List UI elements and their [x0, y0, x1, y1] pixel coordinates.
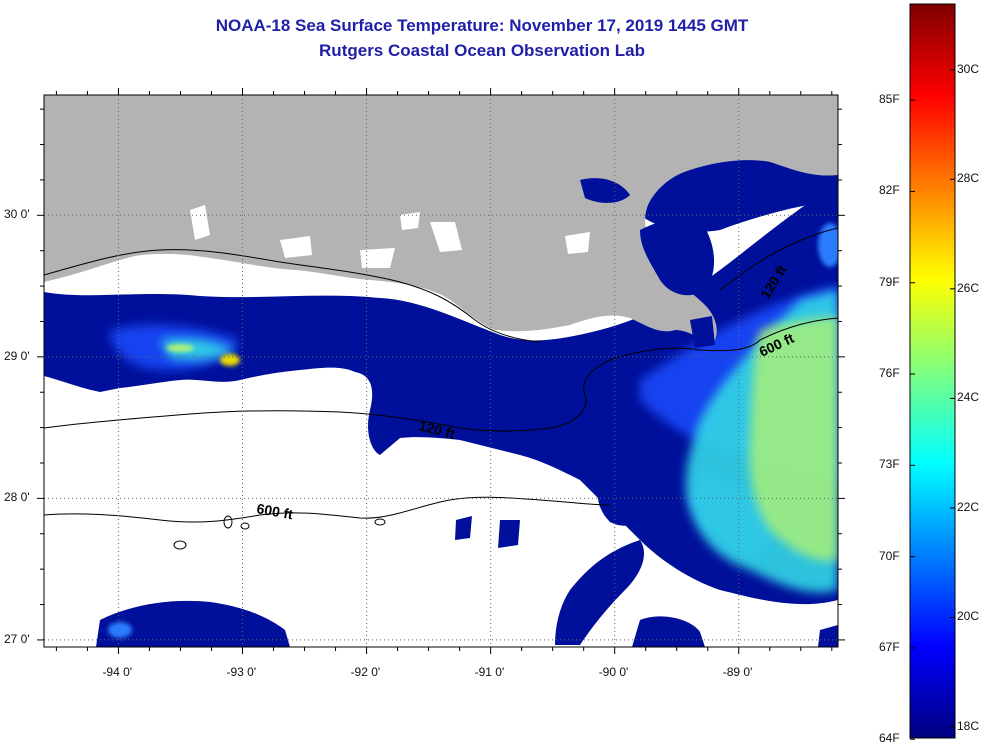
marsh-water — [580, 178, 715, 348]
sst-green-regions — [749, 316, 838, 561]
axis-ticks — [37, 88, 845, 654]
colorbar-celsius-label: 28C — [957, 171, 980, 186]
sst-field — [44, 95, 838, 647]
map-title: NOAA-18 Sea Surface Temperature: Novembe… — [215, 16, 749, 35]
colorbar-fahrenheit-label: 82F — [879, 183, 900, 198]
colorbar-fahrenheit-label: 64F — [879, 731, 900, 746]
inland-cloud-patches — [190, 205, 590, 268]
lon-tick-label: -89 0' — [722, 665, 753, 679]
colorbar-fahrenheit-label: 79F — [879, 274, 900, 289]
lat-tick-label: 29 0' — [4, 348, 30, 363]
lon-tick-label: -90 0' — [598, 665, 629, 679]
colorbar-fahrenheit-label: 70F — [879, 548, 900, 563]
sst-dark-blue-regions — [44, 157, 838, 647]
colorbar-celsius-label: 26C — [957, 280, 980, 295]
lon-tick-label: -92 0' — [350, 665, 381, 679]
plot-frame — [43, 94, 839, 648]
colorbar-celsius-label: 20C — [957, 609, 980, 624]
colorbar-celsius-label: 18C — [957, 719, 980, 734]
colorbar-fahrenheit-label: 67F — [879, 639, 900, 654]
colorbar-ticks — [910, 69, 955, 740]
colorbar-fahrenheit-label: 76F — [879, 366, 900, 381]
land-mass — [44, 95, 838, 345]
lat-tick-label: 27 0' — [4, 631, 30, 646]
colorbar — [909, 3, 956, 739]
lon-tick-label: -94 0' — [102, 665, 133, 679]
lon-tick-label: -91 0' — [474, 665, 505, 679]
contour-label: 600 ft — [255, 500, 294, 522]
sst-warm-spot — [166, 344, 240, 366]
sst-south-patches — [108, 223, 838, 638]
lat-lon-grid — [44, 95, 838, 647]
colorbar-celsius-label: 24C — [957, 390, 980, 405]
bathymetry-contours — [44, 227, 838, 550]
map-subtitle: Rutgers Coastal Ocean Observation Lab — [319, 41, 645, 60]
colorbar-fahrenheit-label: 73F — [879, 457, 900, 472]
colorbar-fahrenheit-label: 85F — [879, 92, 900, 107]
lat-tick-label: 30 0' — [4, 207, 30, 222]
colorbar-celsius-label: 30C — [957, 61, 980, 76]
lon-tick-label: -93 0' — [226, 665, 257, 679]
lat-tick-label: 28 0' — [4, 490, 30, 505]
colorbar-celsius-label: 22C — [957, 499, 980, 514]
